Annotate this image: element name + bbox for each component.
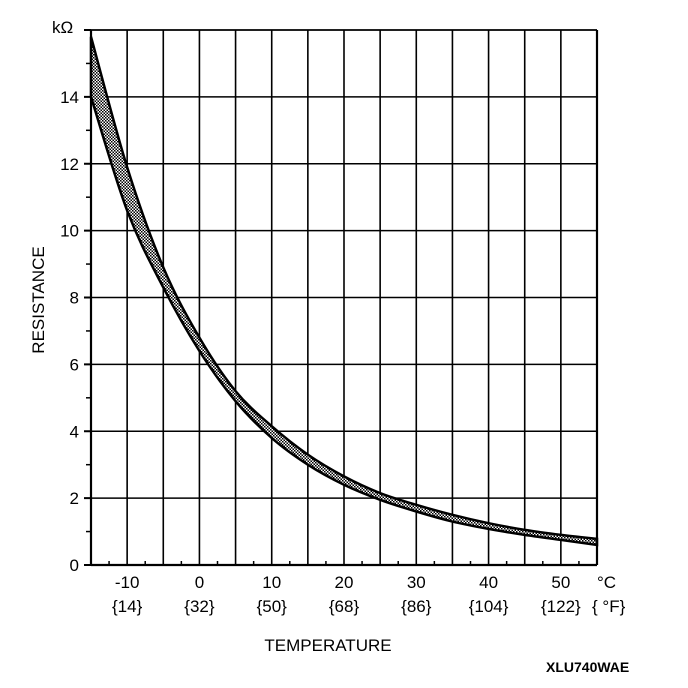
y-tick-label: 8 — [70, 289, 79, 308]
y-tick-label: 6 — [70, 355, 79, 374]
x-unit-c-label: °C — [597, 573, 616, 592]
y-tick-label: 14 — [60, 88, 79, 107]
x-tick-label-fahrenheit: {104} — [469, 597, 509, 616]
minor-ticks — [86, 62, 580, 565]
y-axis-label: RESISTANCE — [29, 246, 48, 353]
y-tick-labels: 0 2 4 6 8 10 12 14 — [60, 88, 79, 575]
x-tick-label-celsius: 0 — [195, 573, 204, 592]
axes — [84, 29, 599, 567]
x-axis-label: TEMPERATURE — [264, 636, 391, 655]
x-tick-label-celsius: 20 — [335, 573, 354, 592]
figure-code: XLU740WAE — [546, 659, 629, 675]
x-tick-label-fahrenheit: {86} — [401, 597, 432, 616]
y-unit-label: kΩ — [52, 18, 73, 37]
x-tick-label-celsius: -10 — [115, 573, 140, 592]
x-tick-label-celsius: 50 — [551, 573, 570, 592]
x-tick-label-fahrenheit: {32} — [184, 597, 215, 616]
y-tick-label: 4 — [70, 422, 79, 441]
y-tick-label: 12 — [60, 155, 79, 174]
y-tick-label: 10 — [60, 222, 79, 241]
x-unit-f-label: { °F} — [592, 597, 626, 616]
x-tick-label-celsius: 10 — [262, 573, 281, 592]
grid — [91, 29, 597, 565]
x-tick-label-celsius: 40 — [479, 573, 498, 592]
x-tick-label-fahrenheit: {68} — [329, 597, 360, 616]
x-tick-label-celsius: 30 — [407, 573, 426, 592]
x-tick-label-fahrenheit: {50} — [257, 597, 288, 616]
y-tick-label: 2 — [70, 489, 79, 508]
x-tick-label-fahrenheit: {122} — [541, 597, 581, 616]
y-tick-label: 0 — [70, 556, 79, 575]
x-tick-label-fahrenheit: {14} — [112, 597, 143, 616]
x-tick-labels: -10 {14} 0 {32} 10 {50} 20 {68} 30 {86} 40 {104} 50 {… — [112, 573, 581, 616]
